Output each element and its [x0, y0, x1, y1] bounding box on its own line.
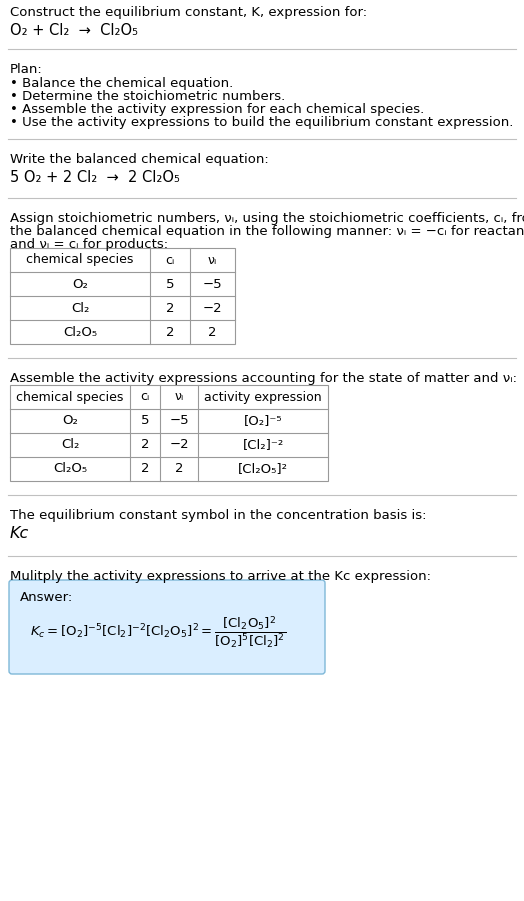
Text: Cl₂: Cl₂: [61, 439, 79, 451]
Text: chemical species: chemical species: [26, 253, 134, 267]
Bar: [10, 385, 328, 481]
Text: Cl₂: Cl₂: [71, 302, 89, 314]
Text: activity expression: activity expression: [204, 390, 322, 404]
Text: Mulitply the activity expressions to arrive at the Kᴄ expression:: Mulitply the activity expressions to arr…: [10, 570, 431, 583]
Text: 2: 2: [166, 325, 174, 339]
Text: [Cl₂]⁻²: [Cl₂]⁻²: [243, 439, 283, 451]
Text: 2: 2: [141, 439, 149, 451]
Text: 5 O₂ + 2 Cl₂  →  2 Cl₂O₅: 5 O₂ + 2 Cl₂ → 2 Cl₂O₅: [10, 170, 180, 185]
Text: 5: 5: [141, 414, 149, 427]
Text: Kᴄ: Kᴄ: [10, 526, 29, 541]
Text: the balanced chemical equation in the following manner: νᵢ = −cᵢ for reactants: the balanced chemical equation in the fo…: [10, 225, 524, 238]
Text: O₂: O₂: [72, 278, 88, 290]
Text: −5: −5: [169, 414, 189, 427]
FancyBboxPatch shape: [9, 580, 325, 674]
Text: • Determine the stoichiometric numbers.: • Determine the stoichiometric numbers.: [10, 90, 285, 103]
Text: Plan:: Plan:: [10, 63, 43, 76]
Text: O₂ + Cl₂  →  Cl₂O₅: O₂ + Cl₂ → Cl₂O₅: [10, 23, 138, 38]
Text: 2: 2: [166, 302, 174, 314]
Text: • Balance the chemical equation.: • Balance the chemical equation.: [10, 77, 233, 90]
Text: [Cl₂O₅]²: [Cl₂O₅]²: [238, 462, 288, 476]
Text: 2: 2: [174, 462, 183, 476]
Text: Construct the equilibrium constant, K, expression for:: Construct the equilibrium constant, K, e…: [10, 6, 367, 19]
Text: Cl₂O₅: Cl₂O₅: [53, 462, 87, 476]
Text: chemical species: chemical species: [16, 390, 124, 404]
Text: $K_c = [\mathrm{O_2}]^{-5}[\mathrm{Cl_2}]^{-2}[\mathrm{Cl_2O_5}]^{2} = \dfrac{[\: $K_c = [\mathrm{O_2}]^{-5}[\mathrm{Cl_2}…: [30, 615, 286, 651]
Text: Assign stoichiometric numbers, νᵢ, using the stoichiometric coefficients, cᵢ, fr: Assign stoichiometric numbers, νᵢ, using…: [10, 212, 524, 225]
Text: cᵢ: cᵢ: [166, 253, 174, 267]
Text: −5: −5: [203, 278, 222, 290]
Text: O₂: O₂: [62, 414, 78, 427]
Text: Assemble the activity expressions accounting for the state of matter and νᵢ:: Assemble the activity expressions accoun…: [10, 372, 517, 385]
Text: 5: 5: [166, 278, 174, 290]
Text: −2: −2: [169, 439, 189, 451]
Text: νᵢ: νᵢ: [208, 253, 217, 267]
Text: Cl₂O₅: Cl₂O₅: [63, 325, 97, 339]
Text: 2: 2: [208, 325, 217, 339]
Bar: [10, 248, 235, 344]
Text: The equilibrium constant symbol in the concentration basis is:: The equilibrium constant symbol in the c…: [10, 509, 427, 522]
Text: • Use the activity expressions to build the equilibrium constant expression.: • Use the activity expressions to build …: [10, 116, 514, 129]
Text: Write the balanced chemical equation:: Write the balanced chemical equation:: [10, 153, 269, 166]
Text: cᵢ: cᵢ: [140, 390, 150, 404]
Text: 2: 2: [141, 462, 149, 476]
Text: • Assemble the activity expression for each chemical species.: • Assemble the activity expression for e…: [10, 103, 424, 116]
Text: and νᵢ = cᵢ for products:: and νᵢ = cᵢ for products:: [10, 238, 168, 251]
Text: [O₂]⁻⁵: [O₂]⁻⁵: [244, 414, 282, 427]
Text: Answer:: Answer:: [20, 591, 73, 604]
Text: νᵢ: νᵢ: [174, 390, 183, 404]
Text: −2: −2: [203, 302, 222, 314]
